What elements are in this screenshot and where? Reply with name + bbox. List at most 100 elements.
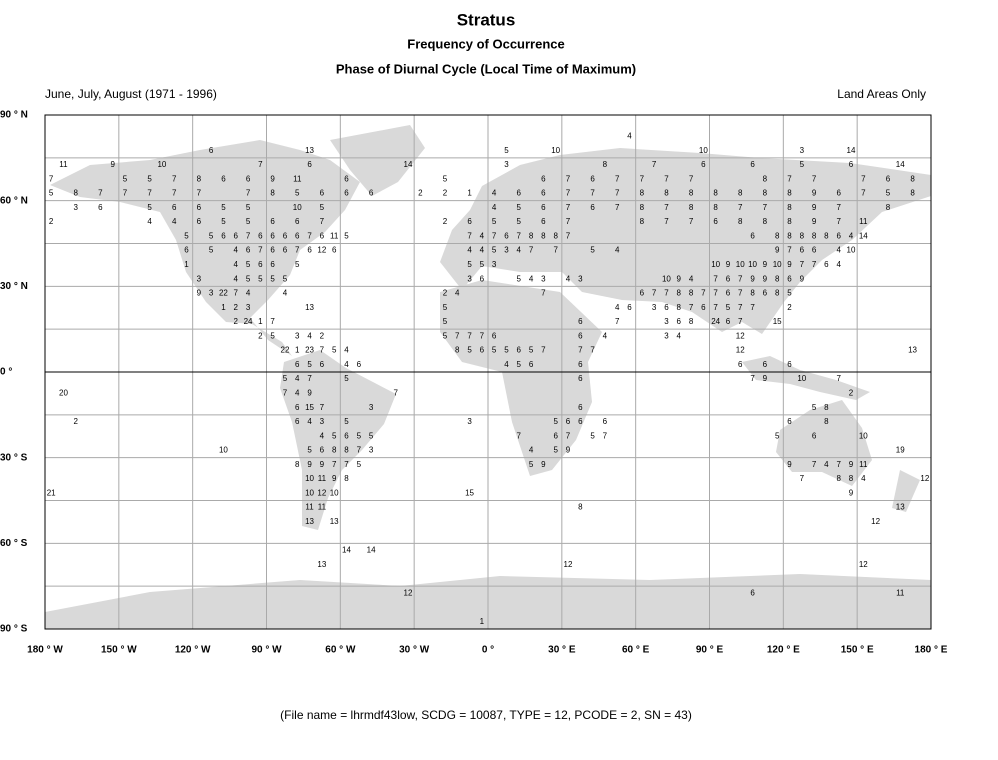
value-label: 1 [295,346,300,355]
value-label: 9 [812,203,817,212]
value-label: 7 [640,174,645,183]
value-label: 8 [787,231,792,240]
value-label: 8 [910,189,915,198]
value-label: 7 [689,303,694,312]
value-label: 6 [344,431,349,440]
x-tick-label: 90 ° W [251,645,282,656]
value-label: 4 [234,274,239,283]
value-label: 8 [787,217,792,226]
value-label: 7 [307,231,312,240]
value-label: 5 [320,203,325,212]
value-label: 7 [590,346,595,355]
value-label: 14 [859,231,868,240]
value-label: 7 [566,431,571,440]
value-label: 9 [849,488,854,497]
value-label: 7 [455,331,460,340]
value-label: 3 [541,274,546,283]
y-tick-label: 0 ° [0,367,12,378]
value-label: 8 [713,203,718,212]
land-shape [742,356,870,400]
value-label: 7 [836,460,841,469]
value-label: 3 [369,403,374,412]
y-tick-label: 90 ° S [0,624,28,635]
value-label: 6 [258,231,263,240]
value-label: 7 [553,246,558,255]
value-label: 6 [98,203,103,212]
value-label: 8 [677,303,682,312]
x-tick-label: 120 ° W [175,645,211,656]
value-label: 13 [317,560,326,569]
value-label: 4 [344,346,349,355]
value-label: 7 [836,217,841,226]
value-label: 8 [689,203,694,212]
land-shape [50,140,360,356]
value-label: 5 [504,346,509,355]
value-label: 9 [763,260,768,269]
value-label: 7 [812,174,817,183]
value-label: 5 [480,260,485,269]
value-label: 4 [615,303,620,312]
value-label: 2 [74,417,79,426]
value-label: 7 [541,346,546,355]
value-label: 2 [443,217,448,226]
value-label: 3 [578,274,583,283]
value-label: 4 [283,289,288,298]
value-label: 6 [627,303,632,312]
value-label: 7 [763,203,768,212]
value-label: 8 [553,231,558,240]
value-label: 2 [443,289,448,298]
value-label: 10 [551,146,560,155]
value-label: 6 [541,174,546,183]
value-label: 5 [332,346,337,355]
value-label: 7 [517,431,522,440]
land-shape [776,400,872,486]
value-label: 13 [305,517,314,526]
value-label: 13 [305,303,314,312]
value-label: 8 [344,474,349,483]
value-label: 5 [332,431,337,440]
value-label: 12 [317,246,326,255]
value-label: 13 [908,346,917,355]
value-label: 3 [664,331,669,340]
value-label: 10 [662,274,671,283]
value-label: 3 [467,417,472,426]
value-label: 3 [504,246,509,255]
value-label: 8 [824,231,829,240]
value-label: 1 [480,617,485,626]
value-label: 8 [812,231,817,240]
value-label: 6 [578,317,583,326]
value-label: 6 [713,217,718,226]
value-label: 9 [726,260,731,269]
value-label: 5 [590,431,595,440]
value-label: 10 [797,374,806,383]
value-label: 7 [812,260,817,269]
value-label: 24 [711,317,720,326]
value-label: 6 [836,189,841,198]
value-label: 10 [157,160,166,169]
value-label: 4 [836,260,841,269]
value-label: 5 [344,231,349,240]
value-label: 2 [787,303,792,312]
value-label: 6 [701,160,706,169]
value-label: 8 [836,474,841,483]
value-label: 8 [295,460,300,469]
value-label: 11 [305,503,314,512]
region-note: Land Areas Only [837,87,926,101]
value-label: 5 [775,431,780,440]
value-label: 3 [800,146,805,155]
value-label: 5 [787,289,792,298]
value-label: 13 [305,146,314,155]
value-label: 5 [295,260,300,269]
value-label: 4 [172,217,177,226]
value-label: 6 [283,246,288,255]
value-label: 7 [652,160,657,169]
value-label: 5 [529,346,534,355]
value-label: 4 [307,417,312,426]
value-label: 20 [59,389,68,398]
value-label: 6 [504,231,509,240]
value-label: 6 [283,231,288,240]
value-label: 11 [330,231,339,240]
value-label: 8 [738,189,743,198]
value-label: 6 [763,289,768,298]
value-label: 7 [307,374,312,383]
